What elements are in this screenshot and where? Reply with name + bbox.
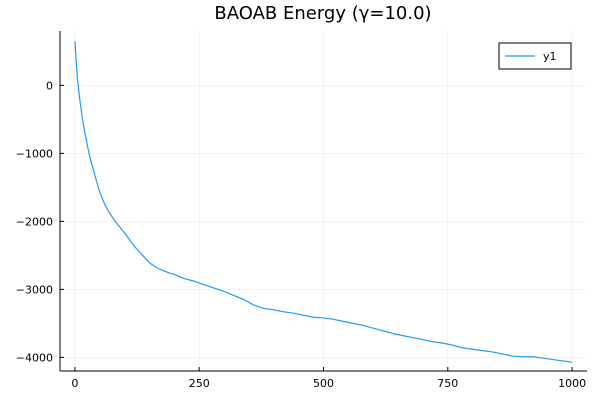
chart-title: BAOAB Energy (γ=10.0): [214, 3, 431, 24]
y-tick-label: −1000: [16, 147, 53, 160]
x-tick-label: 1000: [558, 377, 586, 390]
y-axis-ticks: −4000 −3000 −2000 −1000 0: [16, 79, 64, 364]
x-tick-label: 0: [71, 377, 78, 390]
x-tick-label: 750: [437, 377, 458, 390]
y-tick-label: −3000: [16, 283, 53, 296]
legend-label: y1: [543, 50, 557, 63]
y-tick-label: −2000: [16, 215, 53, 228]
grid-lines: [60, 31, 587, 371]
series-line-y1: [74, 41, 573, 363]
y-tick-label: 0: [46, 79, 53, 92]
x-tick-label: 250: [189, 377, 210, 390]
x-axis-ticks: 0 250 500 750 1000: [71, 367, 586, 390]
legend: y1: [498, 42, 572, 70]
y-tick-label: −4000: [16, 351, 53, 364]
series-layer: [74, 41, 573, 363]
x-tick-label: 500: [313, 377, 334, 390]
